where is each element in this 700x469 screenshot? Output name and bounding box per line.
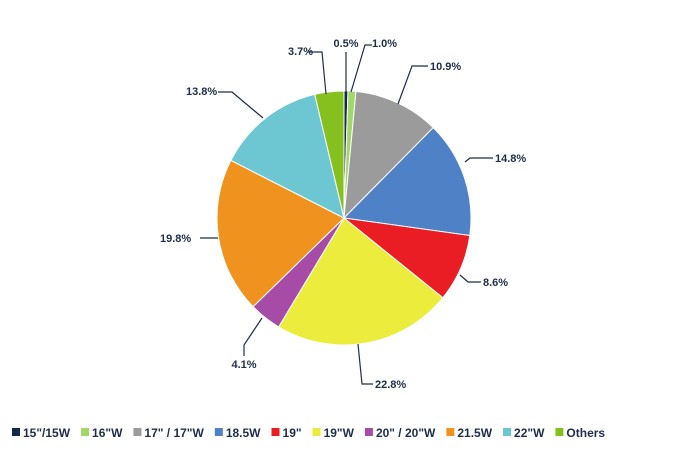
leader-line-5 <box>357 343 373 385</box>
pie-slice-7 <box>216 159 345 308</box>
data-label-9: 3.7% <box>288 46 313 58</box>
legend-swatch-1 <box>81 428 90 436</box>
pie-slice-2 <box>343 91 434 220</box>
data-label-1: 1.0% <box>372 38 397 50</box>
legend: 15"/15W 16"W 17" / 17"W 18.5W 19" 19"W 20" / 2… <box>12 426 605 440</box>
pie-data-labels: 0.5% 1.0% 10.9% 14.8% 8.6% 22.8% 4.1% 19.8% 13.8… <box>160 38 526 391</box>
leader-line-4 <box>459 274 481 283</box>
pie-slices <box>216 90 472 346</box>
legend-swatch-2 <box>133 428 142 436</box>
pie-leader-lines <box>200 44 493 385</box>
data-label-5: 22.8% <box>375 379 406 391</box>
leader-line-6 <box>243 317 263 356</box>
data-label-2: 10.9% <box>430 61 461 73</box>
legend-swatch-4 <box>271 428 280 436</box>
legend-label-0: 15"/15W <box>23 426 71 440</box>
leader-line-8 <box>218 91 264 119</box>
data-label-7: 19.8% <box>160 233 191 245</box>
legend-label-6: 20" / 20"W <box>376 426 436 440</box>
leader-line-1 <box>350 44 372 93</box>
legend-swatch-0 <box>12 428 20 436</box>
legend-swatch-7 <box>446 428 455 436</box>
data-label-3: 14.8% <box>495 153 526 165</box>
data-label-4: 8.6% <box>483 277 508 289</box>
data-label-6: 4.1% <box>231 359 256 371</box>
pie-slice-8 <box>230 93 345 219</box>
legend-label-3: 18.5W <box>226 426 261 440</box>
legend-swatch-6 <box>364 428 373 436</box>
pie-slice-5 <box>277 217 444 346</box>
legend-label-9: Others <box>566 426 605 440</box>
leader-line-3 <box>464 157 493 163</box>
legend-label-7: 21.5W <box>457 426 492 440</box>
leader-line-2 <box>397 65 428 105</box>
legend-swatch-9 <box>555 428 564 436</box>
data-label-8: 13.8% <box>186 86 217 98</box>
legend-label-1: 16"W <box>92 426 123 440</box>
legend-label-2: 17" / 17"W <box>144 426 204 440</box>
pie-slice-3 <box>342 126 472 237</box>
leader-line-9 <box>308 51 327 95</box>
legend-label-5: 19"W <box>324 426 355 440</box>
pie-slice-9 <box>314 90 345 219</box>
data-label-0: 0.5% <box>333 38 358 50</box>
legend-swatch-3 <box>214 428 223 436</box>
legend-label-8: 22"W <box>514 426 545 440</box>
legend-label-4: 19" <box>283 426 302 440</box>
legend-swatch-8 <box>503 428 512 436</box>
legend-swatch-5 <box>312 428 321 436</box>
